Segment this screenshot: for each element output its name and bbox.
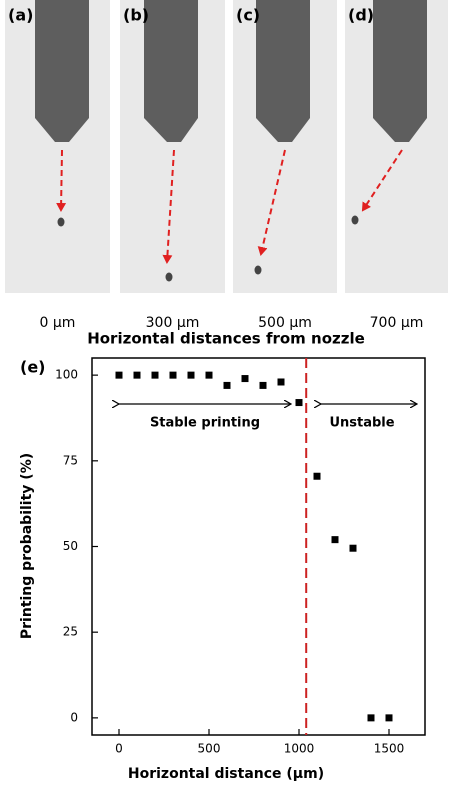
photo-panel: (b) 300 μm	[120, 0, 225, 331]
panel-caption: 300 μm	[146, 315, 200, 331]
panel-label: (b)	[123, 6, 149, 25]
y-tick-label: 0	[70, 710, 78, 724]
point	[115, 371, 123, 379]
panel-label: (d)	[348, 6, 374, 25]
annotation: Stable printing	[150, 416, 260, 431]
x-tick-label: 1000	[284, 742, 315, 756]
photo-panels: (a) 0 μm (b) 300 μm (c) 500 μm (d) 700 μm	[5, 0, 448, 331]
photo-panel: (d) 700 μm	[345, 0, 448, 331]
point	[349, 544, 357, 552]
trajectory-arrow	[257, 149, 286, 256]
y-tick-label: 50	[63, 539, 78, 553]
nozzle	[373, 0, 427, 142]
chart: (e) Horizontal distance (μm) Printing pr…	[19, 357, 426, 782]
photo-panel: (c) 500 μm	[233, 0, 337, 331]
trajectory-arrow	[361, 149, 403, 212]
nozzle	[35, 0, 89, 142]
point	[367, 714, 375, 722]
y-tick-label: 25	[63, 625, 78, 639]
droplet	[57, 217, 65, 227]
x-tick-label: 0	[115, 742, 123, 756]
nozzle	[144, 0, 198, 142]
droplet	[254, 265, 262, 275]
point	[295, 399, 303, 407]
photo-panel: (a) 0 μm	[5, 0, 110, 331]
annotation: Unstable	[329, 416, 394, 431]
point	[187, 371, 195, 379]
y-tick-label: 75	[63, 453, 78, 467]
point	[385, 714, 393, 722]
point	[277, 378, 285, 386]
point	[151, 371, 159, 379]
panel-caption: 0 μm	[40, 315, 76, 331]
droplet	[165, 272, 173, 282]
x-tick-label: 500	[198, 742, 221, 756]
x-axis-label: Horizontal distance (μm)	[128, 766, 324, 782]
point	[259, 381, 267, 389]
point	[133, 371, 141, 379]
point	[313, 472, 321, 480]
panel-caption: 500 μm	[258, 315, 312, 331]
y-tick-label: 100	[55, 368, 78, 382]
y-axis-label: Printing probability (%)	[19, 453, 35, 639]
point	[241, 375, 249, 383]
x-tick-label: 1500	[374, 742, 405, 756]
trajectory-arrow	[162, 149, 175, 264]
point	[223, 381, 231, 389]
point	[169, 371, 177, 379]
panel-label: (e)	[20, 358, 45, 377]
droplet	[351, 215, 359, 225]
point	[331, 536, 339, 544]
point	[205, 371, 213, 379]
panels-caption: Horizontal distances from nozzle	[87, 330, 365, 348]
nozzle	[256, 0, 310, 142]
panel-label: (c)	[236, 6, 260, 25]
trajectory-arrow	[56, 149, 67, 212]
panel-caption: 700 μm	[370, 315, 424, 331]
panel-label: (a)	[8, 6, 33, 25]
